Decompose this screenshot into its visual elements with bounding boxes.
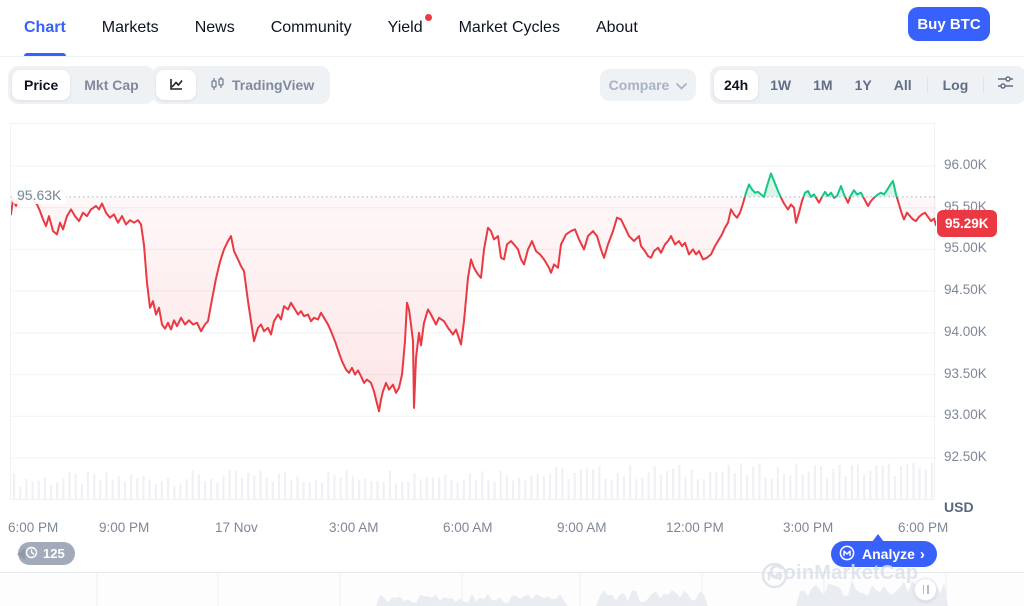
x-tick-label: 17 Nov — [215, 520, 258, 535]
price-chart[interactable]: CoinMarketCap — [10, 123, 936, 589]
watermark-text: CoinMarketCap — [769, 562, 919, 584]
tab-community-label: Community — [270, 19, 352, 36]
x-tick-label: 3:00 AM — [329, 520, 379, 535]
coinmarketcap-watermark: CoinMarketCap — [761, 562, 919, 589]
compare-label: Compare — [608, 77, 670, 93]
y-tick-label: 93.50K — [944, 366, 987, 381]
tab-news-label: News — [194, 19, 235, 36]
scrubber-drag-handle[interactable] — [914, 578, 937, 601]
y-tick-label: 93.00K — [944, 407, 987, 422]
tradingview-toggle-button[interactable]: TradingView — [198, 70, 326, 100]
buy-btc-button[interactable]: Buy BTC — [908, 7, 990, 41]
metric-toggle: Price Mkt Cap — [8, 66, 155, 104]
y-tick-label: 94.50K — [944, 282, 987, 297]
candlestick-icon — [210, 76, 225, 95]
open-price-label: 95.63K — [12, 186, 67, 204]
price-line-chart-canvas — [11, 165, 936, 500]
tab-about-label: About — [595, 19, 638, 36]
history-clock-icon — [25, 546, 38, 562]
separator — [983, 77, 985, 93]
range-1m-button[interactable]: 1M — [813, 77, 833, 93]
log-scale-button[interactable]: Log — [942, 77, 969, 93]
price-toggle-button[interactable]: Price — [12, 70, 71, 100]
scrubber-minimap — [0, 573, 1024, 606]
x-tick-label: 6:00 PM — [898, 520, 949, 535]
history-counter-button[interactable]: 125 — [17, 542, 75, 565]
x-tick-label: 3:00 PM — [783, 520, 834, 535]
y-tick-label: 92.50K — [944, 449, 987, 464]
tab-chart-label: Chart — [24, 19, 66, 36]
time-range-scrubber[interactable] — [0, 572, 1024, 606]
chevron-right-icon: › — [919, 545, 925, 563]
tab-market-cycles-label: Market Cycles — [458, 19, 560, 36]
range-24h-button[interactable]: 24h — [714, 70, 759, 100]
chart-type-toggle: TradingView — [152, 66, 331, 104]
x-tick-label: 9:00 PM — [99, 520, 150, 535]
tradingview-label: TradingView — [232, 77, 315, 93]
range-all-button[interactable]: All — [893, 77, 912, 93]
tab-yield-label: Yield — [387, 19, 423, 36]
y-axis-unit: USD — [944, 499, 974, 515]
separator — [926, 77, 928, 93]
y-tick-label: 96.00K — [944, 157, 987, 172]
x-tick-label: 12:00 PM — [666, 520, 724, 535]
tab-chart[interactable]: Chart — [24, 0, 66, 56]
y-tick-label: 95.00K — [944, 240, 987, 255]
cmc-analyze-logo-icon — [839, 545, 855, 564]
x-tick-label: 6:00 AM — [443, 520, 493, 535]
mktcap-toggle-button[interactable]: Mkt Cap — [84, 77, 139, 93]
tab-markets-label: Markets — [101, 19, 159, 36]
x-tick-label: 6:00 PM — [8, 520, 59, 535]
range-1y-button[interactable]: 1Y — [854, 77, 872, 93]
tab-about[interactable]: About — [596, 0, 638, 56]
analyze-button[interactable]: Analyze › — [831, 534, 937, 567]
compare-dropdown[interactable]: Compare — [600, 69, 696, 101]
tab-yield[interactable]: Yield — [387, 0, 432, 56]
y-tick-label: 94.00K — [944, 324, 987, 339]
chevron-down-icon — [676, 77, 688, 93]
tab-markets[interactable]: Markets — [102, 0, 159, 56]
tab-market-cycles[interactable]: Market Cycles — [459, 0, 560, 56]
top-nav: Chart Markets News Community Yield Marke… — [0, 0, 1024, 57]
nav-tabs: Chart Markets News Community Yield Marke… — [24, 0, 638, 56]
line-chart-icon — [168, 76, 184, 95]
analyze-label: Analyze — [862, 546, 915, 562]
chart-settings-button[interactable] — [989, 70, 1022, 100]
range-toggle: 24h 1W 1M 1Y All Log — [710, 66, 1024, 104]
tab-news[interactable]: News — [195, 0, 235, 56]
tab-community[interactable]: Community — [271, 0, 352, 56]
line-chart-toggle-button[interactable] — [156, 70, 196, 100]
sliders-icon — [997, 75, 1014, 96]
last-price-badge: 95.29K — [937, 210, 997, 237]
range-1w-button[interactable]: 1W — [770, 77, 792, 93]
x-tick-label: 9:00 AM — [557, 520, 607, 535]
notification-dot — [424, 14, 432, 21]
history-count: 125 — [43, 546, 65, 561]
